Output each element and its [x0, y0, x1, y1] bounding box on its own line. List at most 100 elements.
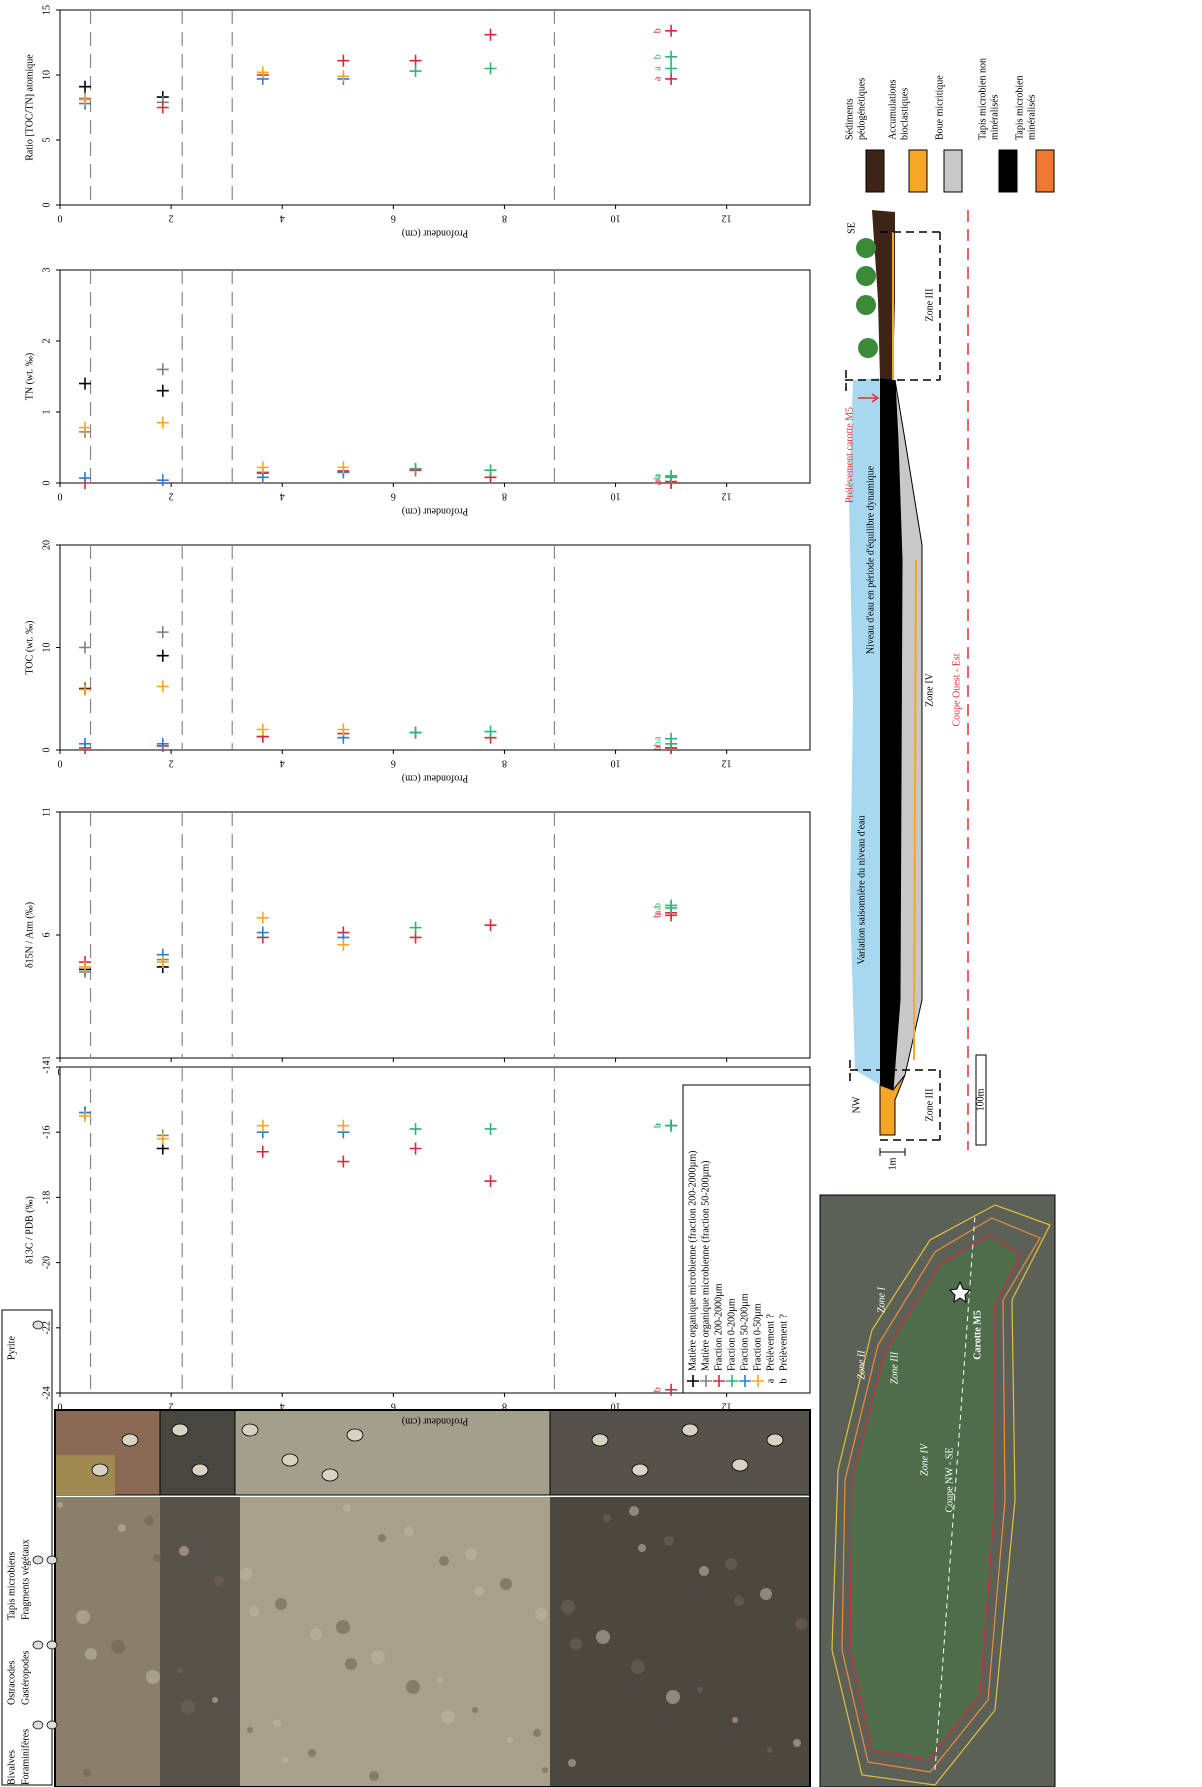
core-texture — [734, 1596, 744, 1606]
x-axis-label: Profondeur (cm) — [402, 506, 468, 517]
core-texture — [732, 1717, 738, 1723]
core-texture — [153, 1554, 161, 1562]
lithology-swatch — [943, 149, 963, 193]
core-legend-icon — [46, 1555, 58, 1565]
y-tick-label: 6 — [41, 933, 52, 938]
map-zone-label: Zone II — [856, 1350, 867, 1380]
data-point — [409, 1142, 422, 1155]
legend-marker — [700, 1375, 712, 1387]
shell-icon — [346, 1428, 364, 1442]
point-label: a — [652, 910, 663, 915]
point-label: b — [652, 913, 663, 918]
core-texture — [472, 1707, 478, 1713]
data-point — [665, 471, 678, 484]
tree — [856, 238, 876, 258]
core-legend-label: Tapis microbiens — [6, 1551, 17, 1620]
core-log — [159, 1409, 236, 1496]
core-log-top — [55, 1455, 115, 1495]
point-label: a — [652, 66, 663, 71]
shell-icon — [766, 1433, 784, 1447]
core-texture — [535, 1608, 547, 1620]
data-point — [256, 926, 269, 939]
data-point — [79, 421, 91, 434]
core-texture — [725, 1558, 737, 1570]
core-texture — [542, 1767, 548, 1773]
core-texture — [441, 1710, 455, 1724]
core-texture — [146, 1670, 160, 1684]
legend-marker — [713, 1375, 725, 1387]
core-texture — [378, 1534, 386, 1542]
data-point — [337, 1119, 350, 1132]
sample-label: Prélèvement carotte M5 — [844, 407, 855, 503]
legend-note-marker: a — [765, 1378, 776, 1383]
x-tick-label: 6 — [391, 213, 396, 224]
core-texture — [369, 1771, 379, 1781]
y-tick-label: 0 — [41, 748, 52, 753]
data-point — [256, 66, 269, 79]
data-point — [156, 956, 169, 969]
x-tick-label: 10 — [611, 1401, 621, 1412]
legend-marker — [752, 1375, 764, 1387]
map-transect — [934, 1214, 976, 1771]
data-point — [256, 911, 269, 924]
point-label: b — [652, 1123, 663, 1128]
core-texture — [179, 1546, 189, 1556]
core-legend-icon — [46, 1640, 58, 1650]
data-point — [409, 1122, 422, 1135]
point-label: a — [652, 480, 663, 485]
shell-icon — [631, 1463, 649, 1477]
lithology-label: minéralisés — [989, 94, 1000, 140]
core-photo — [240, 1497, 550, 1787]
y-axis-label: δ13C / PDB (‰) — [24, 1196, 35, 1264]
core-texture — [666, 1690, 680, 1704]
data-point — [484, 1122, 497, 1135]
scale-label: 100m — [975, 1088, 986, 1111]
x-tick-label: 2 — [169, 491, 174, 502]
data-point — [156, 680, 169, 693]
core-texture — [760, 1588, 772, 1600]
x-tick-label: 10 — [611, 213, 621, 224]
y-tick-label: -22 — [41, 1321, 52, 1334]
data-point — [156, 474, 169, 487]
data-point — [156, 101, 169, 114]
core-legend-icon — [32, 1320, 44, 1330]
core-texture — [507, 1737, 513, 1743]
x-axis-label: Profondeur (cm) — [402, 1416, 468, 1427]
core-legend-label: Pyrite — [6, 1336, 17, 1360]
point-label: b — [652, 475, 663, 480]
shell-icon — [121, 1433, 139, 1447]
legend-label: Fraction 0-50µm — [752, 1303, 763, 1371]
core-texture — [76, 1610, 90, 1624]
core-texture — [282, 1757, 288, 1763]
map-core-label: Carotte M5 — [972, 1310, 983, 1360]
legend-label: Fraction 50-200µm — [739, 1293, 750, 1371]
core-texture — [629, 1506, 639, 1516]
core-texture — [767, 1747, 773, 1753]
section-title: Coupe Ouest - Est — [951, 653, 962, 726]
core-texture — [568, 1759, 576, 1767]
core-texture — [561, 1600, 575, 1614]
core-texture — [793, 1739, 801, 1747]
legend-label: Matière organique microbienne (fraction … — [700, 1160, 711, 1371]
data-point — [337, 54, 350, 67]
core-texture — [439, 1556, 449, 1566]
lithology-swatch — [908, 149, 928, 193]
x-tick-label: 4 — [280, 491, 285, 502]
core-texture — [664, 1536, 674, 1546]
data-point — [484, 919, 497, 932]
bioclastic-nw — [879, 1074, 906, 1136]
data-point — [665, 1383, 678, 1396]
data-point — [337, 723, 350, 736]
point-label: a — [652, 745, 663, 750]
y-tick-label: 20 — [41, 540, 52, 550]
shell-icon — [91, 1463, 109, 1477]
data-point — [409, 65, 422, 78]
data-point — [665, 899, 678, 912]
legend-marker — [687, 1375, 699, 1387]
x-tick-label: 0 — [58, 491, 63, 502]
lithology-label: pédogénétiques — [856, 78, 867, 140]
scale-arrow — [879, 1148, 906, 1156]
x-tick-label: 6 — [391, 758, 396, 769]
core-texture — [212, 1697, 218, 1703]
lithology-swatch — [865, 149, 885, 193]
